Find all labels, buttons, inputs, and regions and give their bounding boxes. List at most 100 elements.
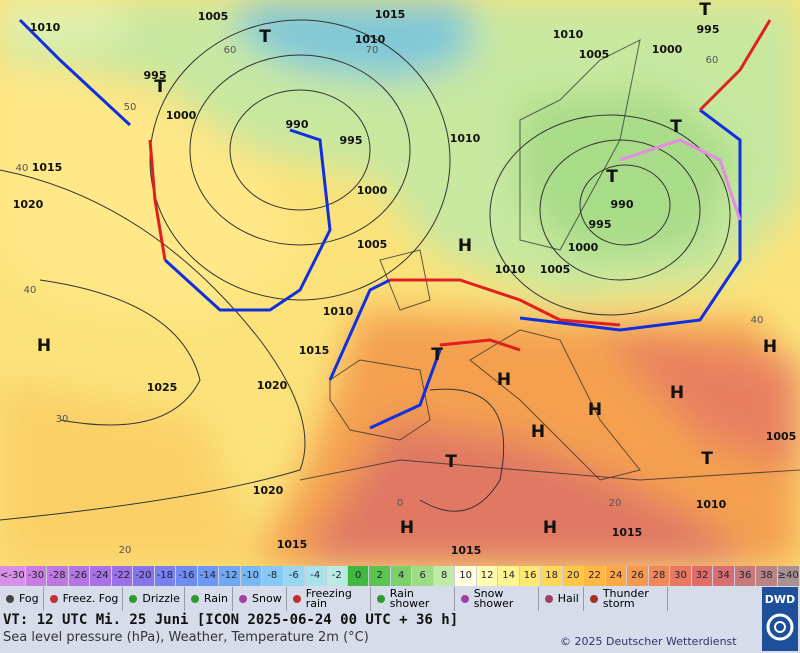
- logo-text: DWD: [764, 593, 796, 606]
- coastlines: [299, 39, 800, 481]
- isobar-label: 995: [144, 69, 167, 82]
- weather-legend-label: Snow shower: [473, 587, 514, 610]
- scale-cell: -6: [283, 566, 306, 586]
- low-pressure: T: [431, 345, 443, 365]
- scale-cell: -2: [326, 566, 348, 586]
- isobar-label: 1000: [166, 109, 197, 122]
- isobar-label: 1005: [766, 430, 797, 443]
- isotherm-label: 20: [609, 498, 622, 509]
- valid-time: VT: 12 UTC Mi. 25 Juni [ICON 2025-06-24 …: [3, 612, 459, 628]
- scale-cell: 6: [412, 566, 434, 586]
- weather-legend-label: Hail: [557, 592, 579, 605]
- scale-cell: ≥40 °C: [777, 566, 800, 601]
- scale-cell: 10: [455, 566, 477, 586]
- weather-legend-item: Freezing rain: [287, 587, 371, 611]
- isobar-label: 1020: [13, 198, 44, 211]
- weather-legend-item: Snow shower: [455, 587, 539, 611]
- weather-legend-label: Snow: [252, 592, 282, 605]
- weather-legend-label: Freez. Fog: [62, 592, 119, 605]
- high-pressure: H: [458, 236, 472, 256]
- isobar-label: 1010: [30, 21, 61, 34]
- dwd-logo: DWD: [762, 587, 798, 651]
- low-pressure: T: [701, 449, 713, 469]
- isotherm-label: 50: [124, 102, 137, 113]
- isotherm-label: 70: [366, 45, 379, 56]
- isobar-label: 990: [611, 198, 634, 211]
- isotherm-label: 30: [56, 414, 69, 425]
- isobar-label: 1000: [568, 241, 599, 254]
- high-pressure: H: [670, 383, 684, 403]
- scale-cell: 24: [605, 566, 628, 586]
- weather-icon: [129, 595, 138, 603]
- weather-legend-label: Freezing rain: [305, 587, 352, 610]
- weather-icon: [460, 595, 469, 603]
- isobar-label: 1005: [579, 48, 610, 61]
- scale-cell: 34: [713, 566, 735, 586]
- isobar-label: 995: [340, 134, 363, 147]
- isobar-label: 1015: [277, 538, 308, 551]
- isotherm-label: 60: [224, 45, 237, 56]
- isobar-label: 995: [589, 218, 612, 231]
- scale-cell: 4: [390, 566, 413, 586]
- weather-legend-item: Snow: [233, 587, 287, 611]
- weather-legend-label: Fog: [19, 592, 39, 605]
- high-pressure: H: [543, 518, 557, 538]
- high-pressure: H: [588, 400, 602, 420]
- isobar-label: 1010: [696, 498, 727, 511]
- weather-icon: [239, 595, 248, 603]
- isobar-label: 1020: [253, 484, 284, 497]
- scale-cell: -8: [262, 566, 284, 586]
- scale-cell: 2: [369, 566, 391, 586]
- map-description: Sea level pressure (hPa), Weather, Tempe…: [3, 630, 369, 645]
- isobar-label: 1000: [652, 43, 683, 56]
- low-pressure: T: [670, 117, 682, 137]
- isobar-label: 1020: [257, 379, 288, 392]
- isobar-label: 1005: [540, 263, 571, 276]
- isotherm-label: 60: [706, 55, 719, 66]
- weather-legend-label: Rain: [203, 592, 229, 605]
- scale-cell: -20: [133, 566, 155, 586]
- scale-cell: 38: [756, 566, 778, 586]
- weather-legend-item: Thunder storm: [584, 587, 668, 611]
- scale-cell: 30: [670, 566, 692, 586]
- weather-legend-item: Freez. Fog: [44, 587, 124, 611]
- low-pressure: T: [699, 0, 711, 20]
- isobar-label: 1005: [357, 238, 388, 251]
- scale-cell: -22: [111, 566, 134, 586]
- map: 1010 1005 1015 1010 1010 1005 1000 995 995 1000 99…: [0, 0, 800, 566]
- weather-icon: [544, 595, 553, 603]
- weather-legend-item: Drizzle: [123, 587, 185, 611]
- scale-cell: 12: [476, 566, 499, 586]
- scale-cell: -24: [90, 566, 112, 586]
- isobar-label: 1010: [355, 33, 386, 46]
- isobar-label: 1015: [32, 161, 63, 174]
- high-pressure: H: [531, 422, 545, 442]
- isobar-label: 1005: [198, 10, 229, 23]
- high-pressure: H: [400, 518, 414, 538]
- isobar-label: 1000: [357, 184, 388, 197]
- temperature-scale: <-30 -30 -28 -26 -24 -22 -20 -18 -16 -14 -12 -10 -8-…: [0, 566, 800, 601]
- copyright: © 2025 Deutscher Wetterdienst: [560, 635, 737, 648]
- high-pressure: H: [37, 336, 51, 356]
- scale-cell: -28: [47, 566, 69, 586]
- weather-legend-item: Rain: [185, 587, 234, 611]
- scale-cell: -26: [68, 566, 91, 586]
- scale-cell: -14: [197, 566, 220, 586]
- scale-cell: 8: [433, 566, 456, 586]
- isobar-label: 995: [697, 23, 720, 36]
- weather-icon: [589, 595, 598, 603]
- weather-icon: [49, 595, 58, 603]
- scale-cell: 16: [519, 566, 542, 586]
- scale-cell: 20: [562, 566, 585, 586]
- isobar-label: 1015: [299, 344, 330, 357]
- weather-legend-label: Drizzle: [142, 592, 180, 605]
- isobar-label: 1010: [450, 132, 481, 145]
- scale-cell: 14: [498, 566, 520, 586]
- scale-cell: -10: [240, 566, 263, 586]
- scale-cell: -18: [154, 566, 177, 586]
- scale-cell: 18: [541, 566, 563, 586]
- low-pressure: T: [154, 77, 166, 97]
- weather-legend-item: Rain shower: [371, 587, 455, 611]
- scale-cell: 32: [691, 566, 714, 586]
